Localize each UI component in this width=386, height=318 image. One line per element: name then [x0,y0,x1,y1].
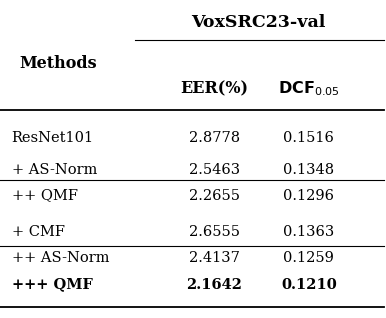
Text: $\mathbf{DCF}_{0.05}$: $\mathbf{DCF}_{0.05}$ [278,80,340,98]
Text: 0.1210: 0.1210 [281,278,337,292]
Text: 0.1363: 0.1363 [283,225,334,239]
Text: 0.1348: 0.1348 [283,163,334,177]
Text: 2.2655: 2.2655 [189,189,240,203]
Text: Methods: Methods [19,55,97,72]
Text: +++ QMF: +++ QMF [12,278,93,292]
Text: 0.1516: 0.1516 [283,131,334,145]
Text: ++ QMF: ++ QMF [12,189,78,203]
Text: 2.5463: 2.5463 [189,163,240,177]
Text: 2.1642: 2.1642 [186,278,242,292]
Text: ++ AS-Norm: ++ AS-Norm [12,251,109,265]
Text: + CMF: + CMF [12,225,64,239]
Text: + AS-Norm: + AS-Norm [12,163,97,177]
Text: 0.1259: 0.1259 [283,251,334,265]
Text: 2.6555: 2.6555 [189,225,240,239]
Text: 0.1296: 0.1296 [283,189,334,203]
Text: 2.8778: 2.8778 [189,131,240,145]
Text: 2.4137: 2.4137 [189,251,240,265]
Text: VoxSRC23-val: VoxSRC23-val [191,14,326,31]
Text: EER(%): EER(%) [180,80,248,98]
Text: ResNet101: ResNet101 [12,131,94,145]
